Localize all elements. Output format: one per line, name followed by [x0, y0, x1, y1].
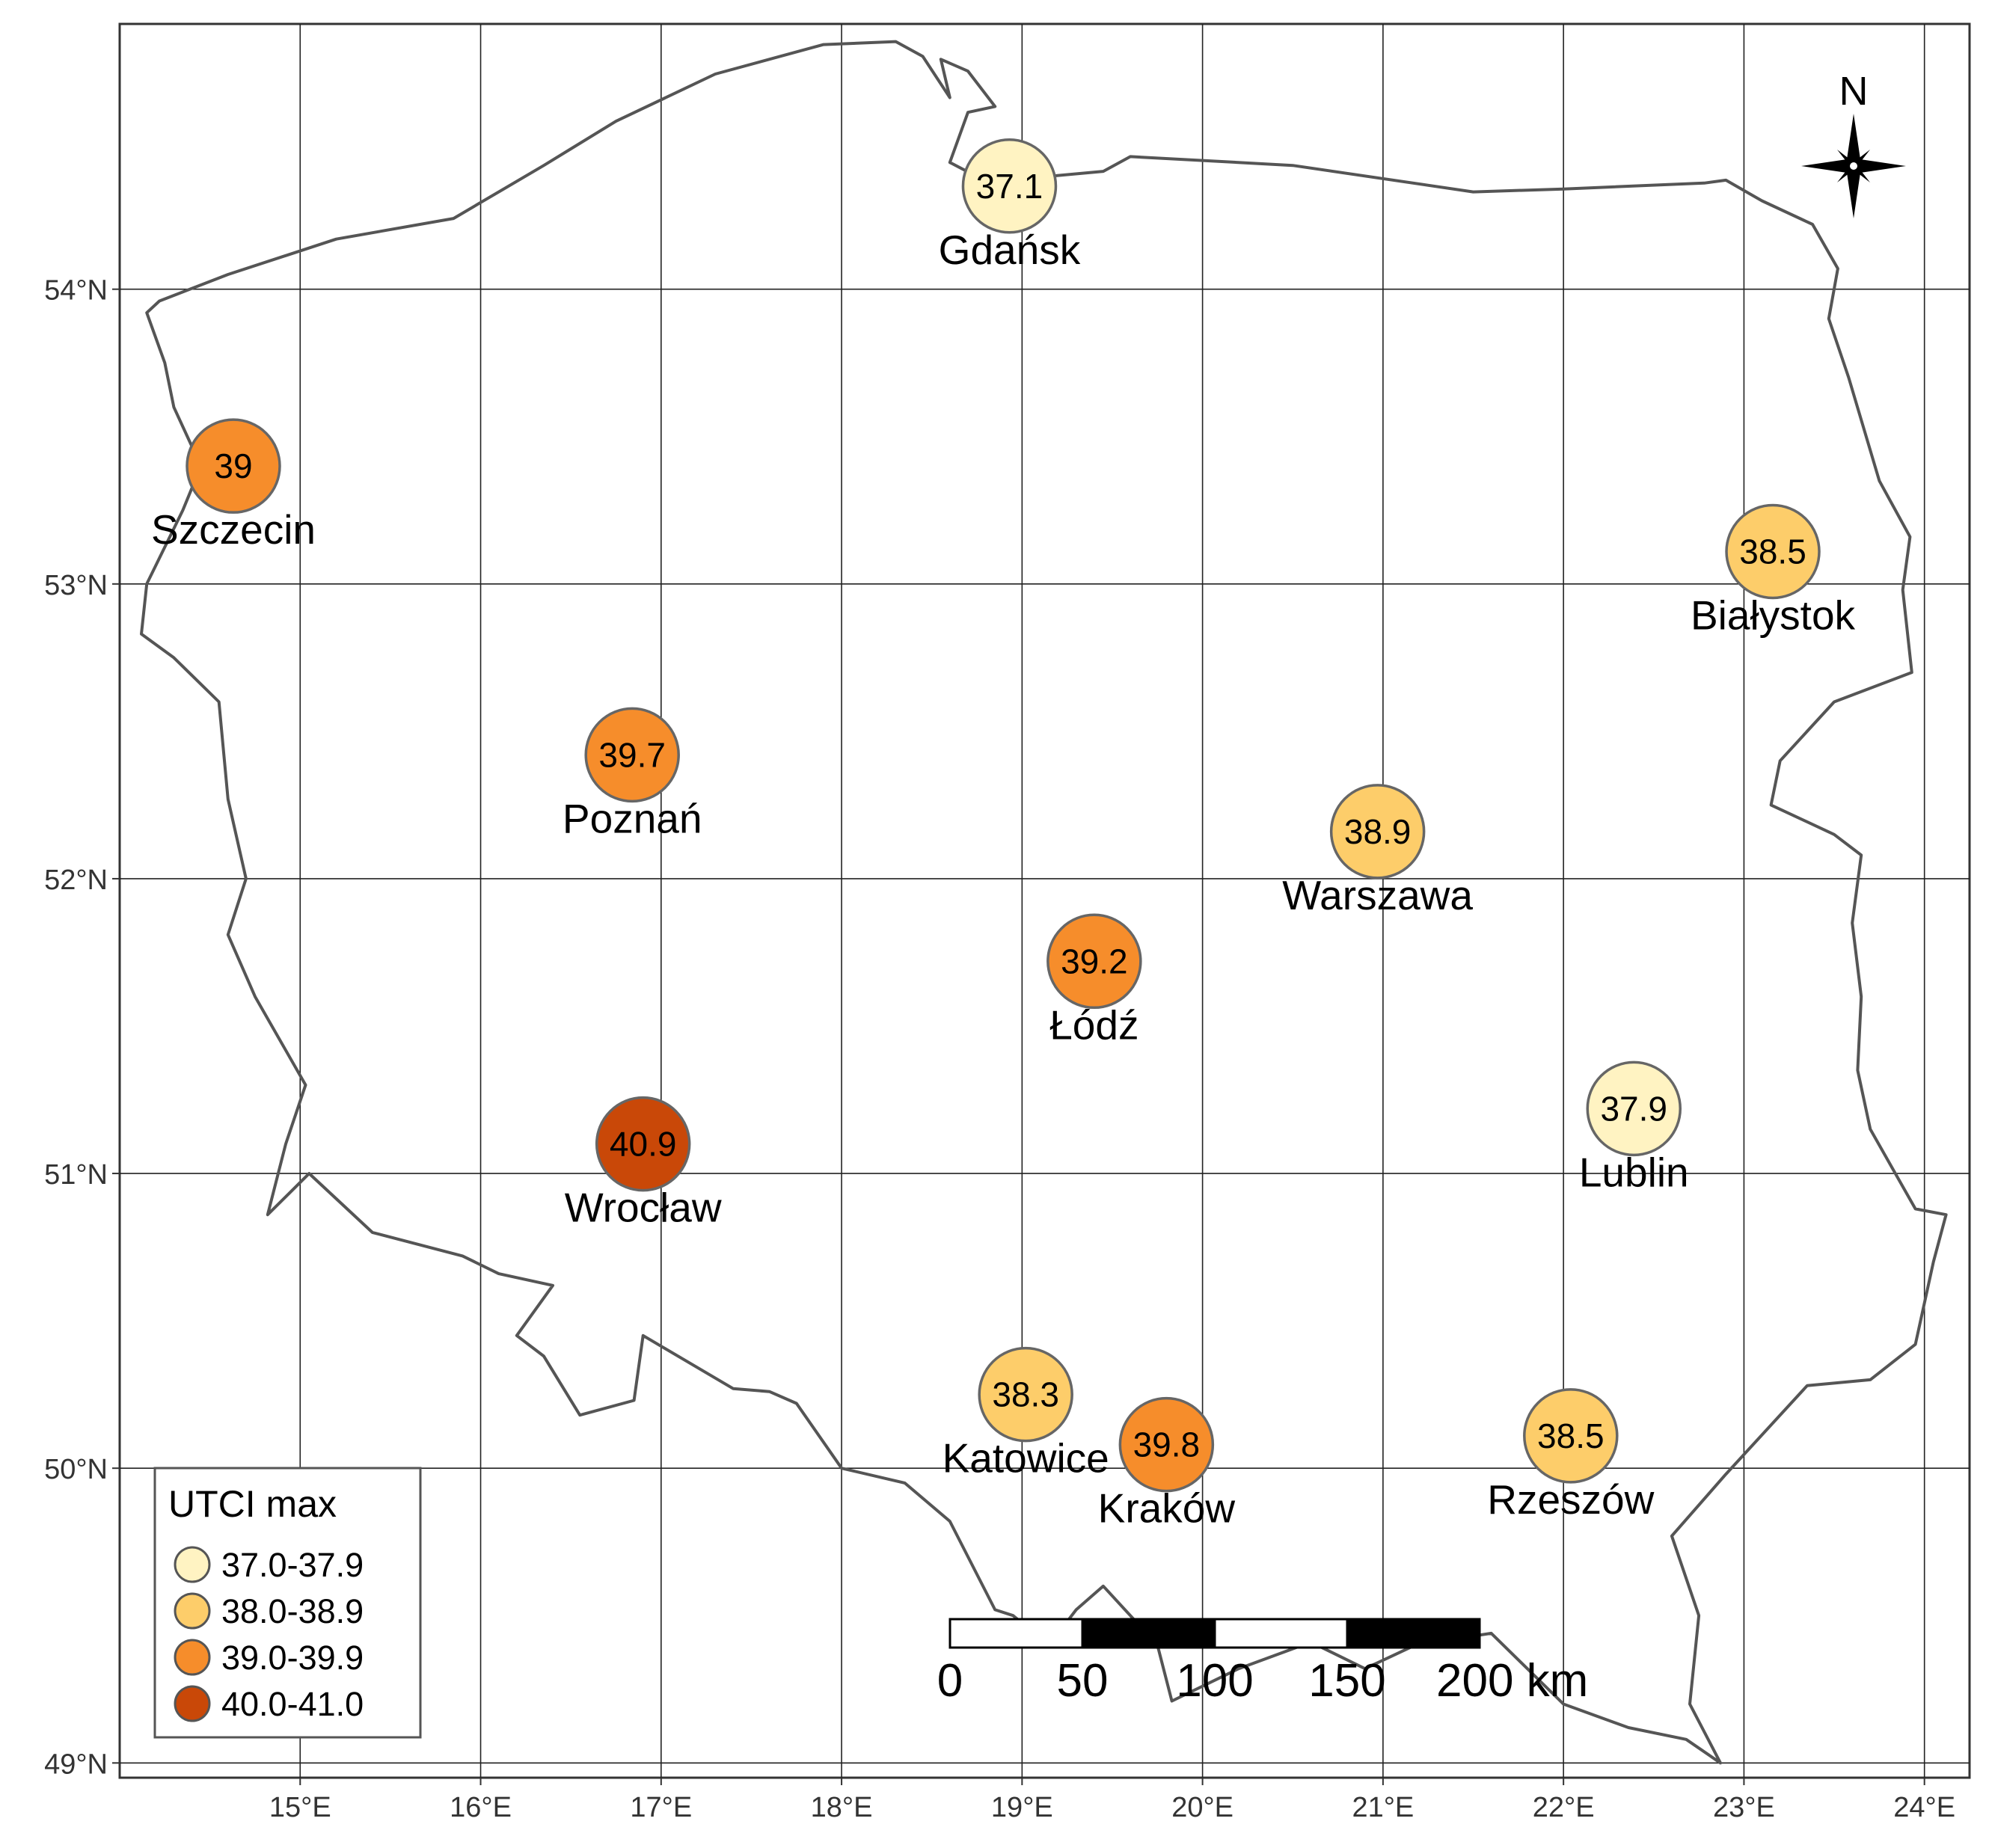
city-label-katowice: Katowice: [943, 1435, 1109, 1482]
x-tick-label-7: 22°E: [1533, 1792, 1595, 1823]
y-tick-label-1: 50°N: [44, 1454, 108, 1485]
city-marker-lodz: [1046, 913, 1142, 1010]
city-label-krakow: Kraków: [1098, 1485, 1236, 1532]
city-gdansk: 37.1 Gdańsk: [939, 138, 1081, 273]
city-value-poznan: 39.7: [598, 735, 666, 774]
city-value-lublin: 37.9: [1600, 1089, 1667, 1128]
legend-key-2: [174, 1639, 211, 1676]
city-marker-katowice: [978, 1346, 1073, 1443]
city-label-poznan: Poznań: [563, 795, 702, 841]
city-value-lodz: 39.2: [1061, 942, 1128, 980]
city-szczecin: 39 Szczecin: [151, 418, 316, 553]
scale-segment-1: [948, 1618, 1084, 1649]
scale-label-150: 150: [1308, 1655, 1385, 1707]
scale-label-50: 50: [1057, 1655, 1109, 1707]
x-tick-label-1: 16°E: [450, 1792, 512, 1823]
city-value-szczecin: 39: [214, 446, 252, 485]
x-tick-label-3: 18°E: [811, 1792, 873, 1823]
city-poznan: 39.7 Poznań: [563, 707, 702, 841]
map-panel: [118, 22, 1971, 1779]
scale-segment-2: [1081, 1618, 1216, 1649]
y-tick-label-0: 49°N: [44, 1749, 108, 1780]
city-marker-rzeszow: [1523, 1388, 1619, 1484]
city-lodz: 39.2 Łódź: [1046, 913, 1142, 1048]
scale-label-0: 0: [937, 1655, 963, 1707]
legend-label-3: 40.0-41.0: [221, 1685, 364, 1723]
city-rzeszow: 38.5 Rzeszów: [1487, 1388, 1655, 1523]
scale-label-200: 200 km: [1436, 1655, 1588, 1707]
city-krakow: 39.8 Kraków: [1098, 1396, 1236, 1532]
city-label-warszawa: Warszawa: [1282, 872, 1473, 918]
x-tick-label-8: 23°E: [1713, 1792, 1775, 1823]
scale-bar: 0 50 100 150 200 km: [937, 1618, 1588, 1707]
city-label-lublin: Lublin: [1579, 1149, 1689, 1195]
city-value-krakow: 39.8: [1133, 1425, 1201, 1464]
north-arrow: N: [1801, 69, 1906, 218]
legend: UTCI max 37.0-37.9 38.0-38.9 39.0-39.9 4…: [153, 1467, 422, 1739]
legend-label-0: 37.0-37.9: [221, 1546, 364, 1584]
city-marker-gdansk: [961, 138, 1058, 234]
city-marker-wroclaw: [595, 1096, 691, 1192]
legend-label-2: 39.0-39.9: [221, 1639, 364, 1677]
city-bialystok: 38.5 Białystok: [1691, 503, 1856, 638]
city-markers: 37.1 Gdańsk 39 Szczecin 38.5 Białystok 39.7 Poz…: [151, 138, 1856, 1532]
legend-key-0: [174, 1546, 211, 1583]
x-tick-label-4: 19°E: [991, 1792, 1053, 1823]
city-marker-szczecin: [186, 418, 281, 514]
city-label-rzeszow: Rzeszów: [1487, 1476, 1654, 1523]
city-marker-poznan: [584, 707, 680, 803]
x-tick-label-2: 17°E: [630, 1792, 692, 1823]
city-value-warszawa: 38.9: [1344, 812, 1412, 851]
city-value-bialystok: 38.5: [1739, 532, 1806, 571]
compass-center-icon: [1848, 161, 1859, 171]
legend-title: UTCI max: [168, 1483, 337, 1525]
x-tick-label-0: 15°E: [269, 1792, 331, 1823]
city-value-katowice: 38.3: [992, 1375, 1059, 1414]
city-label-lodz: Łódź: [1049, 1001, 1138, 1048]
legend-label-1: 38.0-38.9: [221, 1592, 364, 1630]
north-arrow-label: N: [1839, 69, 1869, 114]
city-label-bialystok: Białystok: [1691, 592, 1856, 638]
scale-label-100: 100: [1176, 1655, 1253, 1707]
scale-segment-3: [1213, 1618, 1349, 1649]
city-warszawa: 38.9 Warszawa: [1282, 784, 1473, 918]
city-lublin: 37.9 Lublin: [1579, 1060, 1689, 1195]
city-marker-bialystok: [1725, 503, 1821, 600]
city-marker-krakow: [1118, 1396, 1215, 1493]
city-value-rzeszow: 38.5: [1537, 1416, 1605, 1455]
city-wroclaw: 40.9 Wrocław: [565, 1096, 722, 1231]
y-tick-label-4: 53°N: [44, 570, 108, 601]
x-tick-label-9: 24°E: [1893, 1792, 1955, 1823]
city-label-gdansk: Gdańsk: [939, 227, 1081, 273]
legend-key-3: [174, 1685, 211, 1722]
city-katowice: 38.3 Katowice: [943, 1346, 1109, 1482]
axis-ticks: 15°E 16°E 17°E 18°E 19°E 20°E 21°E 22°E 23°E 24°E…: [44, 275, 1955, 1823]
city-label-wroclaw: Wrocław: [565, 1185, 722, 1231]
city-label-szczecin: Szczecin: [151, 506, 316, 553]
city-marker-warszawa: [1329, 784, 1426, 880]
legend-key-1: [174, 1592, 211, 1630]
scale-segment-4: [1346, 1618, 1481, 1649]
x-tick-label-6: 21°E: [1352, 1792, 1414, 1823]
city-value-wroclaw: 40.9: [610, 1125, 677, 1164]
y-tick-label-5: 54°N: [44, 275, 108, 307]
x-tick-label-5: 20°E: [1171, 1792, 1233, 1823]
y-tick-label-2: 51°N: [44, 1159, 108, 1191]
y-tick-label-3: 52°N: [44, 865, 108, 896]
city-value-gdansk: 37.1: [976, 167, 1043, 206]
city-marker-lublin: [1586, 1060, 1682, 1157]
